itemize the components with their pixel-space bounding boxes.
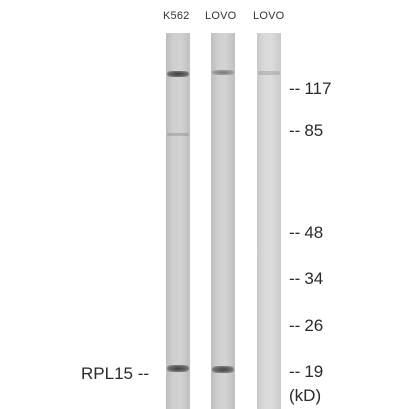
lane-k562 [166, 33, 190, 409]
marker-dash: -- [289, 79, 301, 98]
lane-lovo-1 [211, 33, 235, 409]
marker-85: -- 85 [289, 122, 323, 140]
band-k562-high [167, 71, 189, 77]
marker-dash: -- [289, 269, 301, 288]
marker-value: 19 [304, 362, 324, 381]
marker-117: -- 117 [289, 80, 331, 98]
marker-value: 48 [304, 223, 324, 242]
marker-dash: -- [289, 362, 301, 381]
lane-label-k562: K562 [163, 10, 190, 22]
lane-label-lovo-1: LOVO [205, 10, 237, 22]
band-lovo2-high [258, 71, 280, 75]
band-lovo1-high [212, 70, 234, 75]
band-k562-faint-1 [167, 133, 189, 136]
marker-34: -- 34 [289, 270, 323, 288]
marker-26: -- 26 [289, 317, 323, 335]
marker-48: -- 48 [289, 224, 323, 242]
band-lovo1-rpl15 [212, 366, 234, 373]
unit-label-kd: (kD) [289, 386, 322, 405]
marker-dash: -- [289, 316, 301, 335]
lane-lovo-2 [257, 33, 281, 409]
marker-value: 26 [304, 316, 324, 335]
protein-label-rpl15: RPL15 -- [81, 364, 150, 383]
marker-dash: -- [289, 121, 301, 140]
band-k562-rpl15 [167, 365, 189, 372]
marker-value: 117 [304, 79, 332, 98]
marker-value: 85 [304, 121, 324, 140]
marker-dash: -- [289, 223, 301, 242]
marker-19: -- 19 [289, 363, 323, 381]
marker-value: 34 [304, 269, 324, 288]
lane-label-lovo-2: LOVO [253, 10, 285, 22]
